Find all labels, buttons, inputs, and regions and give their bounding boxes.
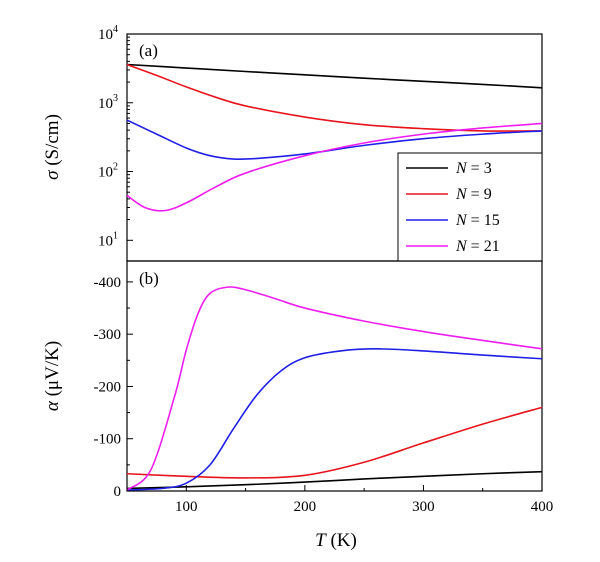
panel-label-a: (a) [139, 41, 158, 60]
x-tick-label: 300 [412, 499, 435, 515]
tick-label-b: -300 [94, 327, 122, 343]
tick-label-a: 104 [98, 24, 118, 43]
panel-label-b: (b) [139, 269, 159, 288]
y-axis-symbol-b: α [42, 400, 63, 411]
series-line-b-N3 [126, 470, 543, 490]
series-line-a-N9 [126, 63, 543, 132]
legend-box [397, 152, 543, 262]
y-axis-symbol-a: σ [42, 170, 63, 180]
series-group-a [126, 63, 543, 212]
tick-label-b: -200 [94, 379, 122, 395]
tick-label-a: 101 [98, 230, 118, 249]
panel-b: 0 -100 -200 -300 -400 100 200 300 400 (b) α (μV… [42, 260, 554, 551]
tick-base: 10 [98, 96, 113, 112]
y-axis-unit-a: (S/cm) [42, 114, 63, 166]
y-axis-label-a: σ (S/cm) [42, 114, 63, 180]
legend-label-N15: N = 15 [455, 212, 500, 229]
series-line-a-N15 [126, 119, 543, 161]
x-axis-label: T (K) [315, 530, 357, 551]
tick-exponent: 2 [113, 162, 118, 173]
legend-label-N3: N = 3 [455, 160, 492, 177]
tick-label-a: 103 [98, 93, 118, 112]
y-axis-unit-b: (μV/K) [42, 341, 63, 397]
tick-exponent: 4 [113, 24, 118, 35]
tick-label-a: 102 [98, 162, 118, 181]
tick-exponent: 3 [113, 93, 118, 104]
series-line-a-N3 [126, 63, 543, 89]
x-tick-label: 200 [294, 499, 317, 515]
tick-base: 10 [98, 27, 113, 43]
plot-frame-b [126, 260, 543, 492]
legend-label-N21: N = 21 [455, 238, 500, 255]
tick-label-b: -100 [94, 432, 122, 448]
legend: N = 3 N = 9 N = 15 N = 21 [397, 152, 543, 262]
x-tick-label: 100 [175, 499, 198, 515]
y-ticks-b: 0 -100 -200 -300 -400 [94, 275, 133, 500]
tick-exponent: 1 [113, 230, 118, 241]
x-axis-symbol: T [315, 530, 327, 551]
x-axis-unit: (K) [330, 530, 356, 551]
tick-base: 10 [98, 165, 113, 181]
x-tick-label: 400 [531, 499, 554, 515]
tick-base: 10 [98, 233, 113, 249]
series-group-b [126, 286, 543, 491]
x-ticks: 100 200 300 400 [126, 485, 554, 515]
series-line-b-N15 [126, 348, 543, 491]
series-line-b-N9 [126, 406, 543, 479]
series-line-a-N21 [126, 122, 543, 212]
tick-label-b: 0 [114, 484, 122, 500]
legend-label-N9: N = 9 [455, 186, 492, 203]
y-axis-label-b: α (μV/K) [42, 341, 63, 411]
series-line-b-N21 [126, 286, 543, 491]
tick-label-b: -400 [94, 275, 122, 291]
